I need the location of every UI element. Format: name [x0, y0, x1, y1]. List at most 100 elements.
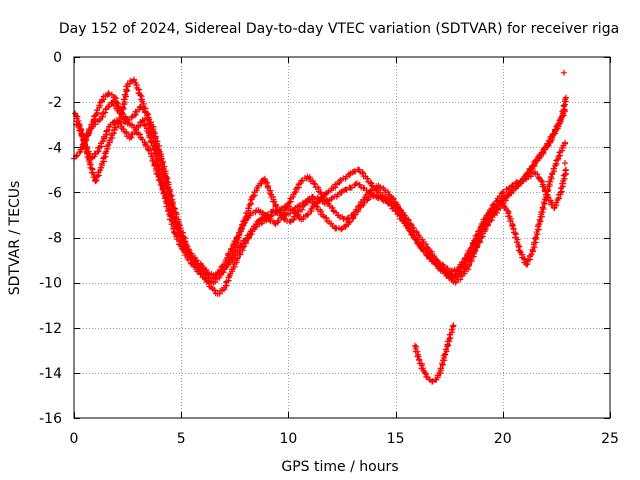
data-point [552, 126, 559, 133]
data-point [323, 215, 330, 222]
data-point [137, 131, 144, 138]
y-tick-label: -2 [48, 95, 62, 111]
y-tick-label: -12 [39, 321, 62, 337]
data-point [245, 205, 252, 212]
axis-ticks: 0 5 10 15 20 25 0 -2 -4 -6 -8 -10 -12 -14 -16 [39, 50, 619, 447]
data-point [298, 178, 305, 185]
data-point [170, 225, 177, 232]
data-point [88, 121, 95, 128]
y-axis-label: SDTVAR / TECUs [7, 181, 23, 296]
data-point [110, 130, 117, 137]
data-point [422, 370, 429, 377]
x-tick-label: 10 [279, 431, 297, 447]
data-point [493, 198, 500, 205]
data-point [563, 94, 570, 101]
data-point [535, 222, 542, 229]
y-tick-label: 0 [53, 50, 62, 66]
x-tick-label: 20 [494, 431, 512, 447]
data-point [563, 166, 570, 173]
data-point [403, 220, 410, 227]
data-point [397, 212, 404, 219]
data-point [560, 69, 567, 76]
data-point [450, 322, 457, 329]
data-point [532, 235, 539, 242]
data-point [234, 254, 241, 261]
data-point [205, 271, 212, 278]
data-point [137, 92, 144, 99]
data-point [469, 240, 476, 247]
data-point [139, 117, 146, 124]
data-point [117, 120, 124, 127]
data-point [161, 195, 168, 202]
x-axis-label: GPS time / hours [281, 459, 398, 475]
data-point [540, 183, 547, 190]
data-point [230, 247, 237, 254]
data-point [120, 105, 127, 112]
data-point [171, 229, 178, 236]
data-point [237, 226, 244, 233]
data-point [144, 143, 151, 150]
data-point [367, 179, 374, 186]
data-point [164, 199, 171, 206]
y-tick-label: -8 [48, 231, 62, 247]
data-point [448, 326, 455, 333]
x-tick-label: 25 [601, 431, 619, 447]
data-point [132, 127, 139, 134]
data-point [539, 204, 546, 211]
plot-frame [73, 56, 611, 419]
data-point [442, 346, 449, 353]
data-points [71, 69, 570, 385]
data-point [359, 169, 366, 176]
data-point [105, 90, 112, 97]
data-point [535, 174, 542, 181]
data-point [389, 202, 396, 209]
data-point [121, 91, 128, 98]
data-point [507, 218, 514, 225]
chart-title: Day 152 of 2024, Sidereal Day-to-day VTE… [59, 21, 619, 37]
data-point [94, 148, 101, 155]
data-point [124, 87, 131, 94]
data-point [114, 100, 121, 107]
data-point [311, 181, 318, 188]
data-point [561, 160, 568, 167]
data-point [81, 140, 88, 147]
data-point [538, 178, 545, 185]
data-point [276, 209, 283, 216]
data-point [247, 196, 254, 203]
data-point [78, 132, 85, 139]
data-point [211, 287, 218, 294]
data-point [448, 268, 455, 275]
data-point [504, 207, 511, 214]
data-point [173, 220, 180, 227]
data-point [154, 163, 161, 170]
data-point [477, 224, 484, 231]
series-isolated-dip [411, 322, 457, 385]
data-point [523, 261, 530, 268]
data-point [437, 365, 444, 372]
x-tick-label: 5 [177, 431, 186, 447]
data-point [364, 197, 371, 204]
data-point [118, 109, 125, 116]
data-point [346, 218, 353, 225]
data-point [113, 117, 120, 124]
data-point [560, 108, 567, 115]
data-point [72, 110, 79, 117]
data-point [429, 378, 436, 385]
data-point [357, 203, 364, 210]
data-point [272, 203, 279, 210]
data-point [96, 102, 103, 109]
data-point [351, 211, 358, 218]
data-point [263, 179, 270, 186]
x-tick-label: 0 [70, 431, 79, 447]
data-point [158, 176, 165, 183]
x-tick-label: 15 [387, 431, 405, 447]
data-point [430, 255, 437, 262]
data-point [500, 200, 507, 207]
y-tick-label: -16 [39, 411, 62, 427]
y-tick-label: -6 [48, 185, 62, 201]
data-point [364, 175, 371, 182]
data-point [534, 171, 541, 178]
data-point [355, 206, 362, 213]
